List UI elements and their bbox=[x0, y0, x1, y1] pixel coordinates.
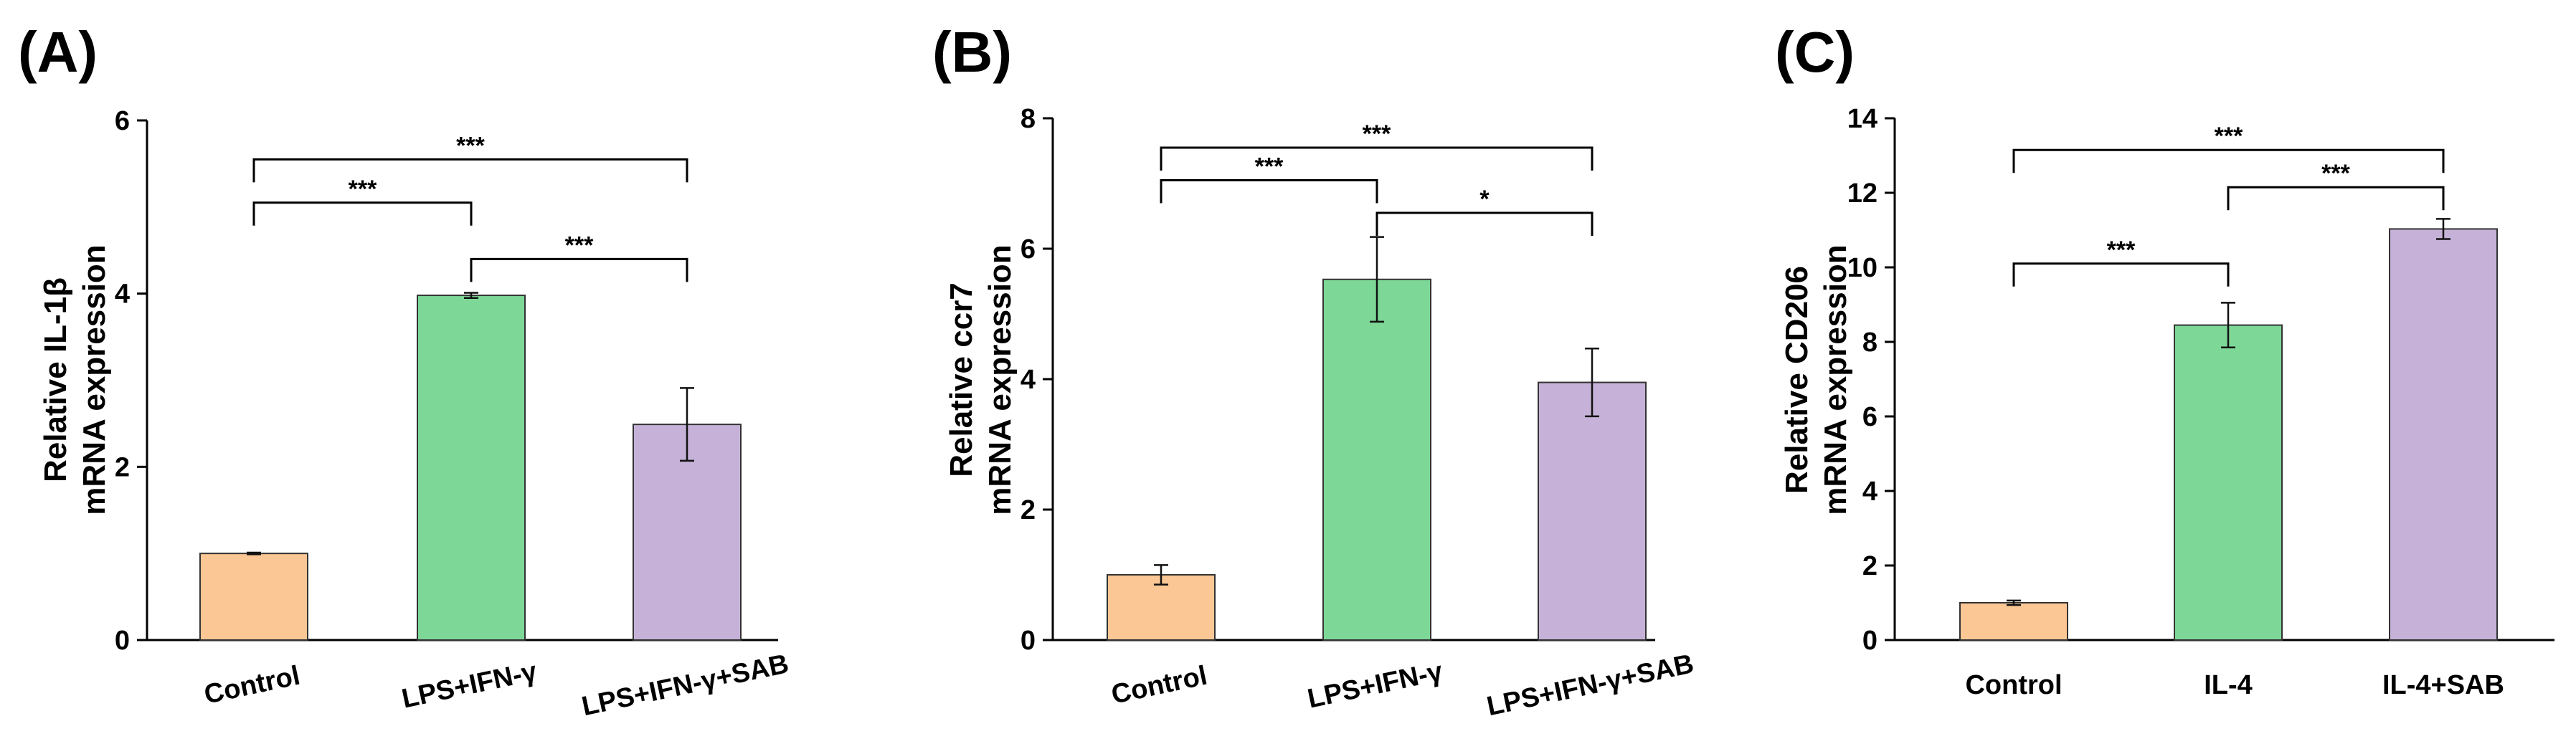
y-tick-label: 10 bbox=[1847, 253, 1877, 283]
significance-bracket bbox=[2012, 148, 2445, 173]
bar bbox=[199, 553, 308, 641]
category-label: Control bbox=[1109, 661, 1210, 710]
significance-label: *** bbox=[2215, 123, 2243, 150]
y-axis-title-line1: Relative ccr7 bbox=[944, 282, 979, 477]
significance-label: *** bbox=[1363, 120, 1391, 148]
significance-label: * bbox=[1479, 186, 1490, 213]
y-axis-title: Relative CD206 mRNA expression bbox=[1779, 244, 1853, 515]
y-axis-title-line2: mRNA expression bbox=[1818, 244, 1853, 515]
panel-b: (B) Relative ccr7 mRNA expression 0 2 4 6 8 C… bbox=[932, 20, 1696, 722]
y-axis-title-line1: Relative IL-1β bbox=[38, 277, 73, 482]
category-label: IL-4 bbox=[2204, 670, 2253, 700]
y-axis-title-line2: mRNA expression bbox=[77, 244, 112, 515]
y-axis-title-line1: Relative CD206 bbox=[1779, 266, 1814, 494]
significance-bracket bbox=[2012, 262, 2230, 287]
y-tick-label: 0 bbox=[1021, 626, 1036, 656]
y-tick-label: 4 bbox=[1862, 477, 1877, 507]
y-tick-label: 0 bbox=[115, 626, 130, 656]
panel-label: (B) bbox=[932, 20, 1012, 84]
plot-area: 0 2 4 6 8 10 12 14 Control IL-4 IL-4+SAB *** *** *** bbox=[1847, 104, 2554, 700]
significance-bracket bbox=[252, 201, 473, 226]
category-label: LPS+IFN-γ+SAB bbox=[579, 649, 792, 722]
panel-label: (C) bbox=[1775, 20, 1855, 84]
bar bbox=[1322, 278, 1431, 641]
plot-area: 0 2 4 6 Control LPS+IFN-γ LPS+IFN-γ+SAB *** *** *… bbox=[115, 106, 792, 722]
bar bbox=[1107, 574, 1216, 641]
significance-bracket bbox=[1375, 211, 1594, 236]
y-tick-label: 6 bbox=[1862, 402, 1877, 432]
panel-a: (A) Relative IL-1β mRNA expression 0 2 4 6 C… bbox=[18, 20, 791, 722]
y-tick-label: 4 bbox=[1021, 365, 1036, 395]
significance-label: *** bbox=[456, 132, 485, 159]
category-label: LPS+IFN-γ bbox=[399, 657, 540, 715]
y-tick-label: 8 bbox=[1021, 104, 1036, 134]
bar bbox=[1959, 602, 2068, 641]
category-label: Control bbox=[1965, 670, 2062, 700]
y-axis-title: Relative IL-1β mRNA expression bbox=[38, 244, 112, 515]
significance-label: *** bbox=[1255, 153, 1284, 180]
y-tick-label: 6 bbox=[115, 106, 130, 136]
significance-bracket bbox=[1160, 146, 1594, 171]
bar bbox=[417, 295, 526, 641]
significance-label: *** bbox=[2107, 237, 2136, 264]
category-label: LPS+IFN-γ bbox=[1305, 657, 1446, 715]
category-label: LPS+IFN-γ+SAB bbox=[1484, 649, 1697, 722]
y-tick-label: 6 bbox=[1021, 234, 1036, 264]
y-tick-label: 2 bbox=[1021, 495, 1036, 525]
y-tick-label: 2 bbox=[115, 452, 130, 482]
y-tick-label: 12 bbox=[1847, 178, 1877, 209]
y-axis-title-line2: mRNA expression bbox=[982, 244, 1018, 515]
significance-bracket bbox=[2227, 186, 2445, 211]
bar bbox=[2174, 324, 2283, 641]
bar bbox=[2389, 228, 2498, 641]
significance-label: *** bbox=[2321, 160, 2350, 187]
significance-bracket bbox=[252, 158, 688, 183]
significance-label: *** bbox=[349, 176, 377, 203]
panel-label: (A) bbox=[18, 20, 98, 84]
significance-bracket bbox=[470, 257, 688, 282]
y-axis-title: Relative ccr7 mRNA expression bbox=[944, 244, 1018, 515]
y-tick-label: 2 bbox=[1862, 551, 1877, 581]
y-tick-label: 14 bbox=[1847, 104, 1877, 134]
y-tick-label: 0 bbox=[1862, 626, 1877, 656]
bar bbox=[1538, 381, 1647, 641]
y-tick-label: 4 bbox=[115, 280, 130, 310]
significance-bracket bbox=[1160, 178, 1378, 204]
category-label: Control bbox=[202, 661, 303, 710]
category-label: IL-4+SAB bbox=[2382, 670, 2504, 700]
panel-c: (C) Relative CD206 mRNA expression 0 2 4 6 8… bbox=[1775, 20, 2554, 700]
y-tick-label: 8 bbox=[1862, 328, 1877, 358]
significance-label: *** bbox=[565, 232, 594, 259]
